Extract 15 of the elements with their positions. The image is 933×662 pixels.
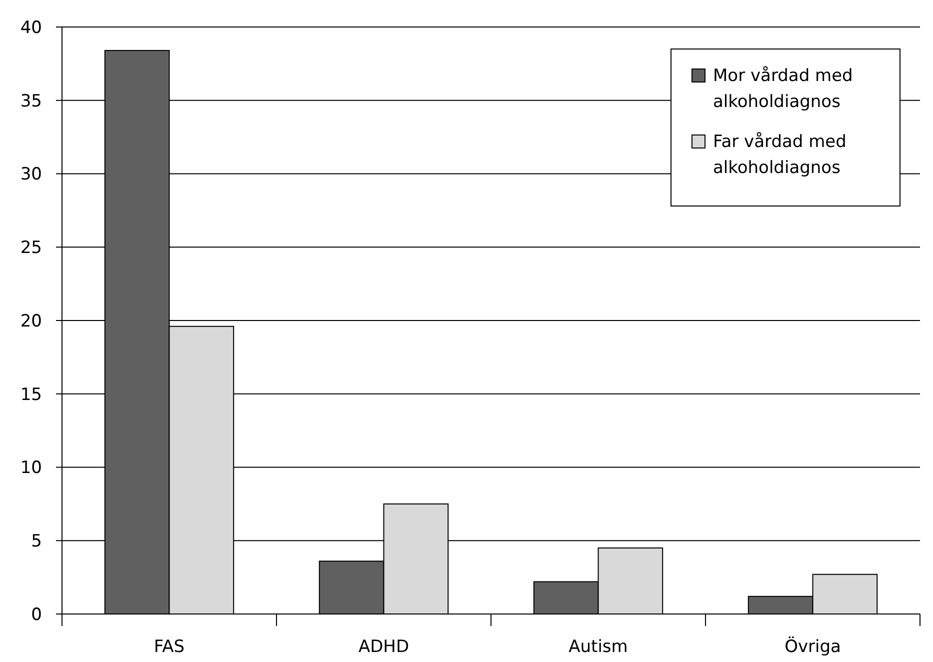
x-tick-label: ADHD (358, 637, 410, 657)
legend-label: Far vårdad med alkoholdiagnos (713, 132, 846, 178)
y-tick-label: 35 (20, 91, 42, 112)
y-tick-label: 5 (31, 532, 42, 552)
y-tick-label: 40 (20, 18, 42, 38)
x-tick-label: FAS (154, 637, 185, 657)
y-tick-label: 10 (20, 458, 42, 478)
y-tick-label: 0 (31, 604, 42, 625)
y-tick-label: 15 (20, 384, 42, 405)
x-tick-label: Autism (568, 637, 628, 657)
x-tick-label: Övriga (784, 636, 841, 657)
legend-label: Mor vårdad med alkoholdiagnos (713, 66, 853, 112)
y-tick-label: 30 (20, 164, 42, 185)
y-tick-label: 25 (20, 238, 42, 258)
y-tick-label: 20 (20, 311, 42, 332)
